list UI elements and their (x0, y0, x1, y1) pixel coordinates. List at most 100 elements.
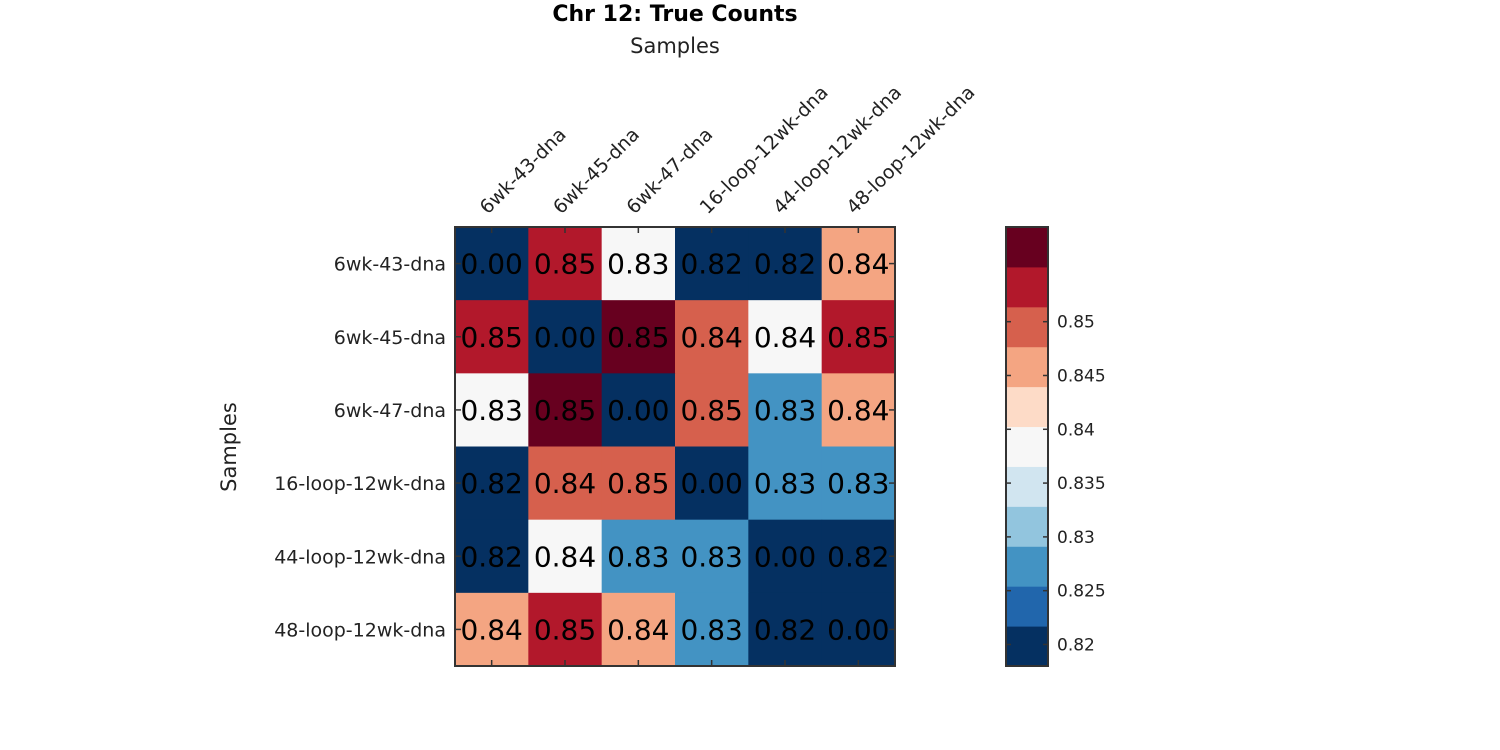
y-tick-label: 44-loop-12wk-dna (274, 546, 446, 568)
x-axis-label: Samples (630, 34, 720, 58)
heatmap-cell (821, 373, 896, 447)
heatmap-cell (675, 519, 749, 594)
colorbar-tick-label: 0.825 (1057, 582, 1106, 602)
heatmap-cell (748, 300, 823, 374)
heatmap-cell (528, 227, 603, 301)
heatmap-cell (455, 592, 529, 667)
cell-value-label: 0.85 (534, 248, 596, 281)
y-tick-labels: 6wk-43-dna 6wk-45-dna 6wk-47-dna 16-loop-12… (274, 254, 446, 642)
y-tick-label: 48-loop-12wk-dna (274, 619, 446, 641)
cell-value-label: 0.83 (754, 394, 816, 427)
cell-value-label: 0.83 (460, 394, 522, 427)
cell-value-label: 0.84 (754, 321, 816, 354)
heatmap-cell (675, 446, 749, 521)
colorbar-tick-label: 0.83 (1057, 528, 1095, 548)
heatmap-cell (455, 519, 529, 594)
y-tick-label: 6wk-43-dna (334, 254, 446, 276)
heatmap-cell (528, 373, 603, 447)
heatmap-cell (528, 446, 603, 521)
colorbar-segment (1006, 546, 1048, 587)
cell-value-label: 0.85 (607, 467, 669, 500)
cell-value-label: 0.84 (534, 540, 596, 573)
heatmap-cell (455, 373, 529, 447)
heatmap-cell (748, 373, 823, 447)
chart-title: Chr 12: True Counts (552, 2, 797, 27)
cell-value-label: 0.82 (460, 467, 522, 500)
heatmap-cell (455, 446, 529, 521)
colorbar-segment (1006, 386, 1048, 428)
colorbar-tick-label: 0.845 (1057, 366, 1106, 386)
heatmap-cell (455, 300, 529, 374)
y-tick-label: 6wk-47-dna (334, 400, 446, 422)
cell-value-label: 0.83 (607, 540, 669, 573)
heatmap-cell (601, 300, 676, 374)
heatmap-cell (675, 227, 749, 301)
cell-value-label: 0.85 (680, 394, 742, 427)
heatmap-cell (601, 519, 676, 594)
colorbar-segment (1006, 506, 1048, 547)
cell-value-label: 0.84 (680, 321, 742, 354)
heatmap-cell (601, 446, 676, 521)
cell-value-label: 0.00 (754, 540, 816, 573)
colorbar-segment (1006, 466, 1048, 507)
cell-value-label: 0.82 (680, 248, 742, 281)
x-tick-labels: 6wk-43-dna6wk-45-dna6wk-47-dna16-loop-12… (476, 81, 980, 218)
x-tick-label: 16-loop-12wk-dna (696, 81, 833, 218)
cell-value-label: 0.85 (607, 321, 669, 354)
cell-value-label: 0.83 (680, 540, 742, 573)
heatmap-cell (821, 227, 896, 301)
colorbar-tick-label: 0.85 (1057, 313, 1095, 333)
heatmap-cell (821, 592, 896, 667)
colorbar-ticks: 0.82 0.825 0.83 0.835 0.84 0.845 0.85 (1006, 313, 1106, 655)
colorbar-tick-label: 0.835 (1057, 474, 1106, 494)
heatmap-cell (821, 446, 896, 521)
cell-value-label: 0.84 (460, 613, 522, 646)
heatmap-cell (528, 592, 603, 667)
heatmap-cell (748, 227, 823, 301)
heatmap-cell (748, 519, 823, 594)
cell-value-label: 0.85 (827, 321, 889, 354)
cell-value-label: 0.84 (534, 467, 596, 500)
cell-value-label: 0.00 (680, 467, 742, 500)
colorbar-tick-label: 0.84 (1057, 420, 1095, 440)
cell-value-label: 0.84 (827, 248, 889, 281)
cell-value-label: 0.83 (827, 467, 889, 500)
cell-value-label: 0.00 (827, 613, 889, 646)
colorbar-segment (1006, 227, 1048, 268)
colorbar-segment (1006, 266, 1048, 308)
heatmap-cell (675, 373, 749, 447)
colorbar (1006, 227, 1048, 667)
heatmap-cell (821, 519, 896, 594)
heatmap-cell (675, 300, 749, 374)
heatmap-cell (748, 446, 823, 521)
cell-value-label: 0.83 (607, 248, 669, 281)
colorbar-segment (1006, 426, 1048, 467)
cell-value-label: 0.00 (534, 321, 596, 354)
colorbar-segment (1006, 586, 1048, 627)
heatmap-cells (455, 227, 896, 667)
heatmap-cell (748, 592, 823, 667)
cell-value-label: 0.82 (754, 613, 816, 646)
heatmap-cell (455, 227, 529, 301)
cell-value-label: 0.00 (460, 248, 522, 281)
cell-value-label: 0.82 (754, 248, 816, 281)
y-tick-label: 6wk-45-dna (334, 327, 446, 349)
plot-frame (454, 226, 896, 667)
heatmap-cell (601, 592, 676, 667)
heatmap-cell (601, 227, 676, 301)
y-tick-label: 16-loop-12wk-dna (274, 473, 446, 495)
heatmap-cell (821, 300, 896, 374)
cell-value-label: 0.85 (460, 321, 522, 354)
cell-value-label: 0.83 (680, 613, 742, 646)
cell-value-label: 0.82 (827, 540, 889, 573)
colorbar-segment (1006, 626, 1048, 667)
heatmap-cell (528, 300, 603, 374)
cell-value-label: 0.85 (534, 394, 596, 427)
cell-value-label: 0.84 (607, 613, 669, 646)
colorbar-frame (1005, 226, 1049, 667)
x-tick-label: 44-loop-12wk-dna (769, 81, 906, 218)
cell-value-label: 0.85 (534, 613, 596, 646)
heatmap-cell (528, 519, 603, 594)
cell-value-label: 0.84 (827, 394, 889, 427)
